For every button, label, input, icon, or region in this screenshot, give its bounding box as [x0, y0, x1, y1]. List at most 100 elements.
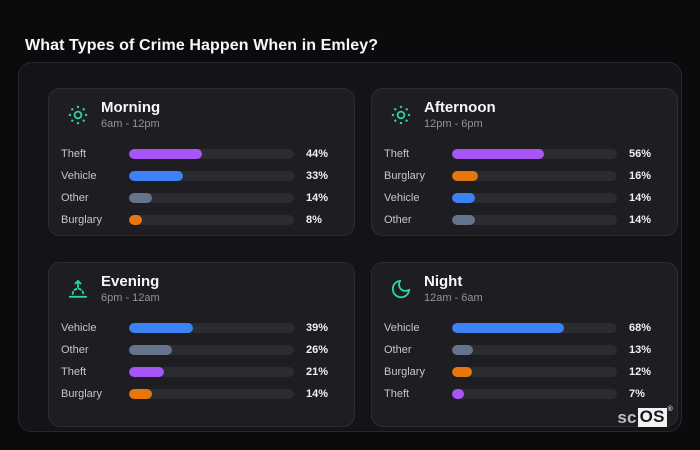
- bar-row: Vehicle 68%: [384, 320, 665, 335]
- bar-value: 12%: [629, 365, 652, 378]
- bar-value: 8%: [306, 213, 322, 226]
- sunrise-icon: [67, 278, 89, 300]
- bar-fill: [452, 366, 472, 377]
- bar-track: [129, 322, 294, 333]
- bar-fill: [129, 366, 164, 377]
- cards-grid: Morning 6am - 12pm Theft 44% Vehicle 33%…: [48, 88, 678, 427]
- card-time-range: 12am - 6am: [424, 292, 483, 305]
- bar-row: Burglary 12%: [384, 364, 665, 379]
- bar-fill: [129, 388, 153, 399]
- card-afternoon-header: Afternoon 12pm - 6pm: [384, 99, 665, 131]
- bar-track: [452, 388, 617, 399]
- bar-value: 14%: [306, 191, 329, 204]
- bar-track: [452, 366, 617, 377]
- bar-rows: Theft 44% Vehicle 33% Other 14% Burglary: [61, 146, 342, 227]
- bar-label: Burglary: [61, 387, 102, 400]
- bar-fill: [452, 170, 479, 181]
- bar-row: Burglary 16%: [384, 168, 665, 183]
- watermark-brand: OS: [637, 407, 667, 427]
- bar-label: Theft: [384, 147, 410, 160]
- sun-icon: [390, 104, 412, 126]
- bar-fill: [452, 214, 476, 225]
- registered-mark-icon: ®: [667, 406, 673, 413]
- bar-fill: [452, 344, 474, 355]
- bar-label: Other: [61, 191, 89, 204]
- bar-track: [452, 344, 617, 355]
- card-time-range: 12pm - 6pm: [424, 118, 483, 131]
- bar-track: [452, 148, 617, 159]
- bar-fill: [129, 344, 172, 355]
- bar-track: [129, 192, 294, 203]
- bar-label: Burglary: [384, 169, 425, 182]
- watermark-prefix: sc: [617, 408, 637, 427]
- bar-row: Burglary 14%: [61, 386, 342, 401]
- bar-row: Theft 7%: [384, 386, 665, 401]
- bar-fill: [452, 192, 476, 203]
- bar-fill: [452, 388, 464, 399]
- card-title: Morning: [101, 98, 161, 116]
- bar-label: Other: [384, 213, 412, 226]
- page-title: What Types of Crime Happen When in Emley…: [25, 36, 379, 54]
- card-evening-header: Evening 6pm - 12am: [61, 273, 342, 305]
- bar-row: Other 13%: [384, 342, 665, 357]
- bar-label: Theft: [384, 387, 410, 400]
- card-time-range: 6pm - 12am: [101, 292, 160, 305]
- card-title: Evening: [101, 272, 160, 290]
- bar-value: 7%: [629, 387, 645, 400]
- card-afternoon: Afternoon 12pm - 6pm Theft 56% Burglary …: [371, 88, 678, 236]
- bar-row: Theft 44%: [61, 146, 342, 161]
- bar-track: [129, 366, 294, 377]
- bar-track: [129, 214, 294, 225]
- bar-row: Theft 56%: [384, 146, 665, 161]
- bar-value: 14%: [306, 387, 329, 400]
- bar-row: Other 26%: [61, 342, 342, 357]
- card-night: Night 12am - 6am Vehicle 68% Other 13% B…: [371, 262, 678, 427]
- bar-value: 56%: [629, 147, 652, 160]
- bar-label: Burglary: [61, 213, 102, 226]
- bar-track: [129, 170, 294, 181]
- bar-track: [452, 170, 617, 181]
- bar-track: [129, 344, 294, 355]
- bar-value: 13%: [629, 343, 652, 356]
- bar-label: Vehicle: [61, 321, 97, 334]
- bar-rows: Vehicle 39% Other 26% Theft 21% Burglary: [61, 320, 342, 401]
- bar-row: Other 14%: [384, 212, 665, 227]
- bar-value: 16%: [629, 169, 652, 182]
- bar-value: 14%: [629, 191, 652, 204]
- bar-fill: [129, 170, 184, 181]
- bar-value: 14%: [629, 213, 652, 226]
- bar-track: [129, 148, 294, 159]
- bar-fill: [452, 322, 565, 333]
- bar-fill: [129, 148, 202, 159]
- dashboard-panel: Morning 6am - 12pm Theft 44% Vehicle 33%…: [18, 62, 682, 432]
- card-title: Night: [424, 272, 463, 290]
- bar-value: 44%: [306, 147, 329, 160]
- bar-label: Vehicle: [61, 169, 97, 182]
- bar-value: 21%: [306, 365, 329, 378]
- bar-row: Burglary 8%: [61, 212, 342, 227]
- bar-fill: [129, 214, 143, 225]
- bar-label: Vehicle: [384, 191, 420, 204]
- card-morning: Morning 6am - 12pm Theft 44% Vehicle 33%…: [48, 88, 355, 236]
- bar-track: [452, 322, 617, 333]
- bar-track: [452, 192, 617, 203]
- card-evening: Evening 6pm - 12am Vehicle 39% Other 26%…: [48, 262, 355, 427]
- bar-value: 68%: [629, 321, 652, 334]
- bar-track: [452, 214, 617, 225]
- bar-label: Theft: [61, 147, 87, 160]
- bar-label: Other: [61, 343, 89, 356]
- moon-icon: [390, 278, 412, 300]
- bar-rows: Theft 56% Burglary 16% Vehicle 14% Other: [384, 146, 665, 227]
- bar-row: Vehicle 39%: [61, 320, 342, 335]
- bar-label: Theft: [61, 365, 87, 378]
- card-time-range: 6am - 12pm: [101, 118, 160, 131]
- bar-rows: Vehicle 68% Other 13% Burglary 12% Theft: [384, 320, 665, 401]
- bar-row: Vehicle 33%: [61, 168, 342, 183]
- sun-icon: [67, 104, 89, 126]
- bar-label: Other: [384, 343, 412, 356]
- bar-value: 26%: [306, 343, 329, 356]
- bar-row: Vehicle 14%: [384, 190, 665, 205]
- bar-value: 33%: [306, 169, 329, 182]
- bar-label: Burglary: [384, 365, 425, 378]
- bar-row: Other 14%: [61, 190, 342, 205]
